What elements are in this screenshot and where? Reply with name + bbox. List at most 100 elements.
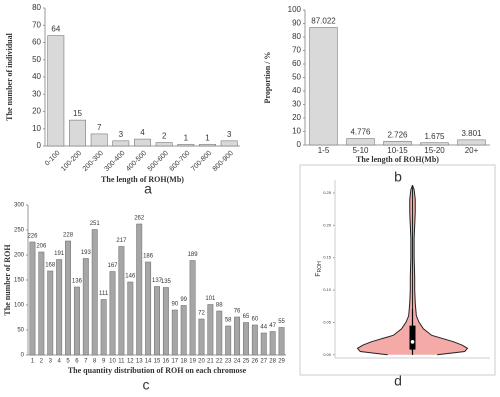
y-tick-label: 30	[292, 100, 301, 109]
x-tick-label: 400-500	[125, 150, 148, 173]
x-tick-label: 300-400	[103, 150, 126, 173]
bar	[457, 139, 486, 146]
x-tick-label: 15-20	[424, 146, 445, 155]
y-tick-label: 250	[14, 228, 25, 234]
x-tick-label: 700-800	[190, 150, 213, 173]
value-label: 137	[152, 278, 163, 284]
y-tick-label: 20	[32, 107, 41, 116]
violin-fill	[357, 185, 413, 355]
y-tick-label: 0.00	[323, 352, 332, 357]
y-axis-title: The number of individual	[5, 32, 14, 120]
value-label: 3.801	[461, 129, 482, 138]
value-label: 191	[54, 251, 65, 257]
bar	[118, 246, 125, 356]
x-tick-label: 22	[216, 359, 223, 365]
y-axis-title: FROH	[315, 261, 323, 277]
y-tick-label: 20	[292, 113, 301, 122]
bar	[162, 287, 169, 356]
bar	[91, 229, 98, 356]
bar	[177, 143, 195, 147]
x-tick-label: 1	[31, 359, 35, 365]
value-label: 3	[227, 130, 232, 139]
x-tick-label: 200-300	[82, 150, 105, 173]
value-label: 189	[188, 252, 199, 258]
y-axis-title-sub: ROH	[317, 261, 323, 273]
y-tick-label: 0.10	[323, 287, 332, 292]
bar	[134, 138, 151, 147]
bar	[234, 316, 241, 356]
y-axis-title: The number of ROH	[3, 244, 12, 316]
value-label: 146	[125, 274, 136, 280]
box	[409, 325, 416, 350]
bar	[383, 141, 412, 146]
bar	[155, 142, 173, 147]
x-tick-label: 4	[57, 359, 61, 365]
panel-label: b	[394, 169, 402, 185]
value-label: 90	[171, 302, 178, 308]
y-tick-label: 30	[32, 89, 41, 98]
y-tick-label: 70	[32, 20, 41, 29]
x-tick-label: 10	[109, 359, 116, 365]
bar	[69, 119, 86, 147]
x-tick-label: 11	[118, 359, 125, 365]
y-tick-label: 100	[14, 303, 25, 309]
value-label: 87.022	[311, 17, 336, 26]
y-tick-label: 0.25	[323, 190, 332, 195]
bar	[90, 133, 108, 147]
y-tick-label: 90	[292, 19, 301, 28]
value-label: 1.675	[424, 132, 445, 141]
x-tick-label: 2	[40, 359, 44, 365]
bar	[145, 261, 152, 356]
y-tick-label: 70	[292, 46, 301, 55]
bar	[100, 299, 107, 356]
x-tick-label: 27	[260, 359, 267, 365]
value-label: 3	[119, 130, 124, 139]
value-label: 88	[216, 303, 223, 309]
x-tick-label: 21	[207, 359, 214, 365]
bar	[154, 286, 160, 356]
bar	[216, 310, 223, 356]
x-axis-title: The quantity distribution of ROH on each…	[68, 366, 247, 375]
value-label: 72	[198, 311, 205, 317]
bar	[225, 325, 232, 356]
bar	[171, 309, 178, 356]
x-tick-label: 16	[163, 359, 170, 365]
violin-outline	[356, 185, 413, 356]
value-label: 111	[99, 291, 109, 297]
value-label: 206	[36, 244, 47, 250]
x-tick-label: 12	[127, 359, 134, 365]
bar	[127, 281, 134, 356]
bar	[251, 324, 258, 356]
y-tick-label: 60	[32, 38, 41, 47]
y-tick-label: 0	[297, 140, 302, 149]
y-tick-label: 50	[32, 55, 41, 64]
value-label: 64	[51, 25, 60, 34]
value-label: 99	[180, 297, 187, 303]
panel-frame	[299, 164, 496, 376]
bar	[220, 140, 238, 147]
value-label: 65	[243, 314, 250, 320]
panel-label: a	[144, 181, 152, 197]
value-label: 76	[234, 309, 241, 315]
y-tick-label: 0.15	[323, 255, 332, 260]
x-tick-label: 17	[171, 359, 178, 365]
bar	[346, 138, 375, 146]
y-tick-label: 0	[37, 141, 42, 150]
violin-fill	[412, 185, 468, 355]
value-label: 228	[63, 233, 74, 239]
y-tick-label: 0.20	[323, 222, 332, 227]
bar	[309, 27, 338, 146]
y-tick-label: 10	[292, 127, 301, 136]
value-label: 135	[161, 279, 172, 285]
value-label: 60	[252, 317, 259, 323]
value-label: 167	[108, 263, 119, 269]
y-tick-label: 40	[32, 72, 41, 81]
value-label: 251	[90, 221, 101, 227]
value-label: 101	[205, 296, 216, 302]
bar	[207, 304, 214, 356]
value-label: 193	[81, 250, 92, 256]
y-tick-label: 40	[292, 86, 301, 95]
x-tick-label: 20	[198, 359, 205, 365]
x-tick-label: 28	[269, 359, 276, 365]
x-tick-label: 1-5	[318, 146, 330, 155]
